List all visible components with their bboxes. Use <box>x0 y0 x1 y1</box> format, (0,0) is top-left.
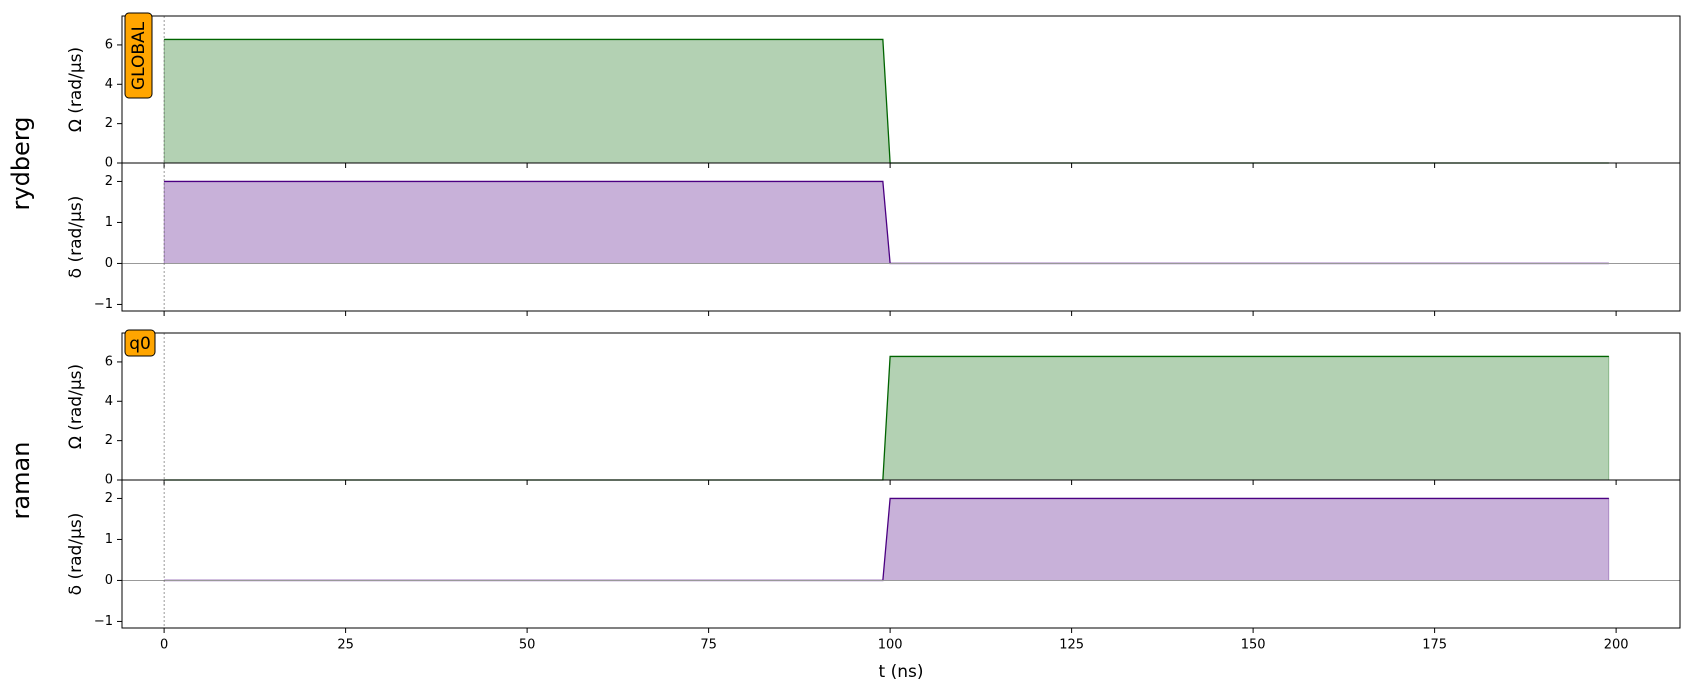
y-tick-label: 0 <box>105 573 113 588</box>
panel-frame <box>121 479 1681 629</box>
x-axis-label: t (ns) <box>879 662 924 682</box>
x-tick-label: 25 <box>337 638 354 653</box>
y-axis-label: Ω (rad/µs) <box>66 364 86 449</box>
x-tick-label: 50 <box>519 638 536 653</box>
y-tick-label: 0 <box>105 473 113 488</box>
y-tick-label: −1 <box>94 614 113 629</box>
y-tick-label: 2 <box>105 174 113 189</box>
y-axis-label: δ (rad/µs) <box>66 196 86 279</box>
y-tick-label: 1 <box>105 215 113 230</box>
x-tick-label: 100 <box>878 638 903 653</box>
channel-tag: q0 <box>124 329 156 357</box>
y-tick-label: 6 <box>105 354 113 369</box>
group-label: rydberg <box>7 117 35 211</box>
y-tick-label: 1 <box>105 532 113 547</box>
x-tick-label: 125 <box>1059 638 1084 653</box>
group-label: raman <box>7 442 35 520</box>
y-tick-label: 2 <box>105 116 113 131</box>
tag-box <box>124 329 156 357</box>
x-tick-label: 75 <box>700 638 717 653</box>
tag-box <box>124 12 153 99</box>
y-tick-label: 2 <box>105 433 113 448</box>
y-tick-label: 0 <box>105 256 113 271</box>
x-tick-label: 200 <box>1604 638 1629 653</box>
y-tick-label: 2 <box>105 491 113 506</box>
y-tick-label: 6 <box>105 37 113 52</box>
panel-frame <box>121 162 1681 312</box>
channel-tag: GLOBAL <box>124 12 153 99</box>
y-tick-label: −1 <box>94 297 113 312</box>
y-tick-label: 4 <box>105 77 113 92</box>
y-tick-label: 0 <box>105 156 113 171</box>
channel-tag-label: q0 <box>129 334 151 354</box>
y-axis-label: δ (rad/µs) <box>66 513 86 596</box>
channel-tag-label: GLOBAL <box>129 21 149 90</box>
x-tick-label: 0 <box>160 638 168 653</box>
x-tick-label: 175 <box>1422 638 1447 653</box>
y-axis-label: Ω (rad/µs) <box>66 47 86 132</box>
y-tick-label: 4 <box>105 394 113 409</box>
x-tick-label: 150 <box>1241 638 1266 653</box>
